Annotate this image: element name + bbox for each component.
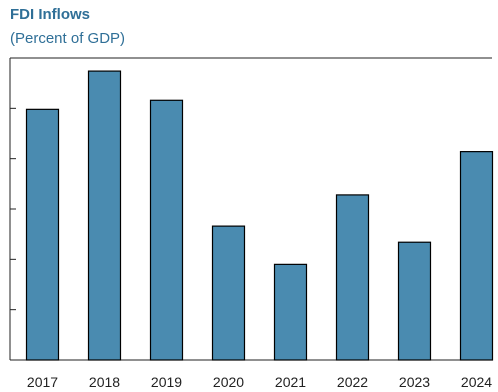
- x-tick-label: 2024: [461, 374, 492, 390]
- x-axis-labels: 2017 2018 2019 2020 2021 2022 2023 2024: [27, 374, 492, 390]
- x-tick-label: 2017: [27, 374, 58, 390]
- bar-2019: [149, 99, 184, 361]
- x-tick-label: 2022: [337, 374, 368, 390]
- bar-2022: [335, 194, 370, 361]
- x-tick-label: 2018: [89, 374, 120, 390]
- bar-2023: [397, 241, 432, 361]
- bar-2018: [87, 70, 122, 361]
- chart-subtitle: (Percent of GDP): [10, 30, 126, 47]
- x-tick-label: 2021: [275, 374, 306, 390]
- bar-2017: [25, 108, 60, 361]
- y-axis-ticks: [10, 107, 16, 311]
- bars: [25, 70, 494, 361]
- chart-title: FDI Inflows: [10, 6, 90, 23]
- bar-2021: [273, 263, 308, 361]
- x-tick-label: 2023: [399, 374, 430, 390]
- x-tick-label: 2019: [151, 374, 182, 390]
- bar-2020: [211, 225, 246, 361]
- bar-2024: [459, 151, 494, 361]
- x-tick-label: 2020: [213, 374, 244, 390]
